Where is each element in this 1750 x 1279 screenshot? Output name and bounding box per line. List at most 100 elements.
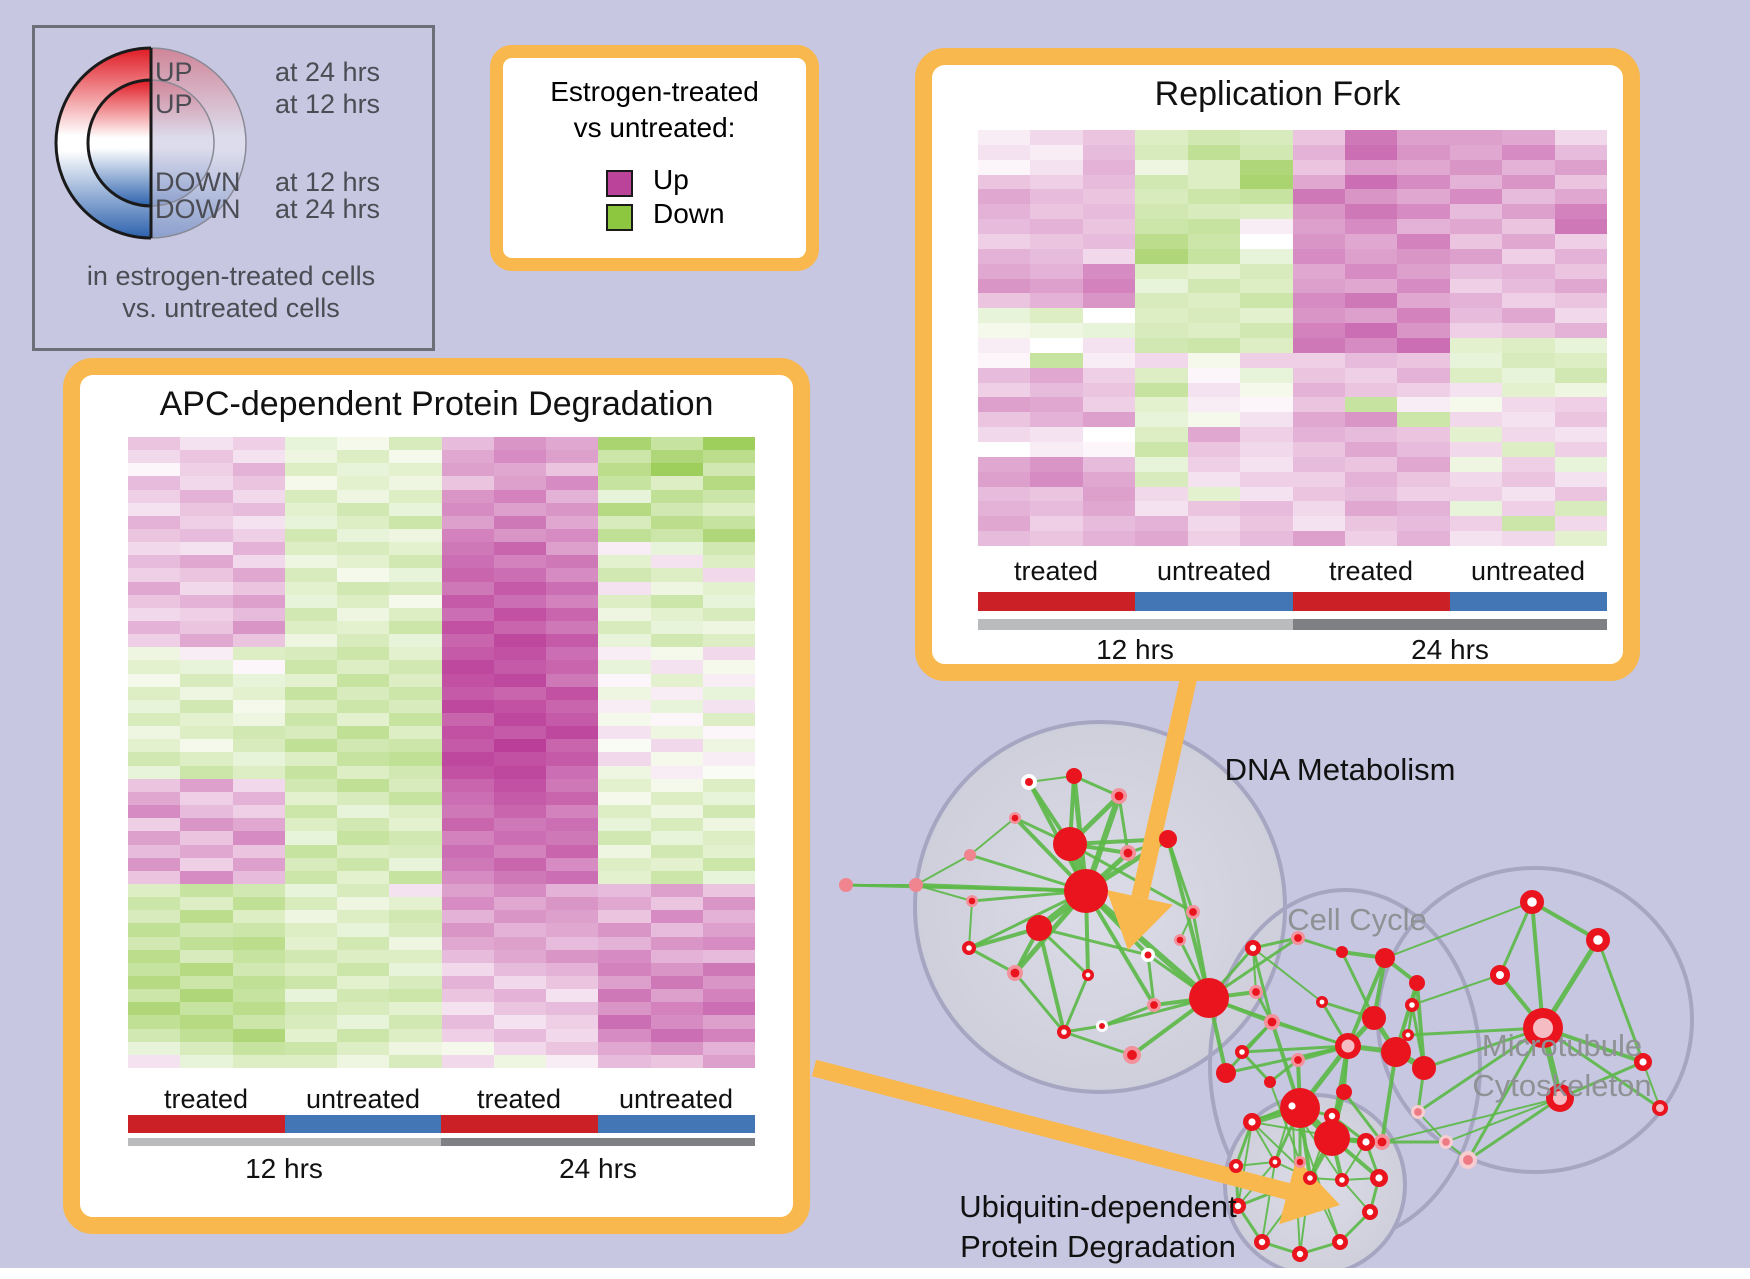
gene-node-donut [1230, 1198, 1247, 1215]
heatmap-cell [493, 752, 546, 766]
gene-node-donut [1292, 1246, 1309, 1263]
heatmap-cell [128, 975, 181, 990]
heatmap-cell [546, 450, 599, 464]
heatmap-cell [441, 515, 494, 530]
heatmap-cell [128, 844, 181, 858]
heatmap-cell [1292, 486, 1345, 502]
heatmap-cell [441, 870, 494, 884]
heatmap-cell [1554, 471, 1607, 487]
heatmap-cell [1240, 412, 1293, 428]
heatmap-cell [650, 975, 703, 990]
heatmap-cell [598, 1041, 651, 1055]
heatmap-cell [128, 949, 181, 963]
gene-node-donut [1269, 1156, 1282, 1169]
gene-node-pale-core [1442, 1138, 1450, 1146]
heatmap-cell [702, 713, 755, 727]
heatmap-cell [978, 516, 1031, 532]
heatmap-cell [232, 726, 285, 740]
down-12-dir: DOWN [155, 167, 240, 197]
heatmap-cell [1502, 174, 1555, 190]
network-edge [1380, 1050, 1398, 1144]
heatmap-cell [128, 476, 181, 490]
heatmap-cell [389, 1028, 442, 1042]
heatmap-cell [441, 437, 494, 451]
network-edge [1415, 981, 1426, 1070]
heatmap-cell [493, 791, 546, 806]
heatmap-cell [1449, 130, 1503, 145]
heatmap-cell [180, 936, 233, 950]
rf-group-label-2: untreated [1156, 556, 1272, 586]
heatmap-cell [128, 923, 181, 937]
heatmap-cell [1292, 337, 1345, 353]
heatmap-cell [702, 910, 755, 924]
heatmap-cell [1135, 308, 1188, 324]
heatmap-cell [1187, 337, 1241, 353]
heatmap-cell [1292, 144, 1345, 160]
heatmap-cell [389, 686, 442, 700]
down-12-time: at 12 hrs [275, 167, 380, 197]
apc-treated-bar-12 [128, 1115, 285, 1133]
heatmap-cell [180, 450, 233, 464]
heatmap-cell [180, 752, 233, 766]
heatmap-cell [1030, 456, 1083, 472]
apc-24hr-bar [441, 1138, 755, 1146]
updown-legend-title-2: vs untreated: [573, 112, 736, 143]
heatmap-cell [232, 923, 285, 937]
heatmap-cell [493, 910, 546, 924]
heatmap-cell [978, 397, 1031, 413]
gene-node-pink-core [1553, 1091, 1567, 1105]
heatmap-cell [1030, 293, 1083, 309]
heatmap-cell [978, 367, 1031, 383]
heatmap-cell [1502, 337, 1555, 353]
heatmap-cell [1554, 441, 1607, 457]
heatmap-cell [1240, 471, 1293, 487]
heatmap-cell [389, 1041, 442, 1055]
heatmap-cell [284, 713, 337, 727]
heatmap-cell [1449, 174, 1503, 190]
heatmap-cell [978, 308, 1031, 324]
gene-node-donut [1402, 1029, 1415, 1042]
heatmap-cell [128, 791, 181, 806]
gene-node-solid [1264, 1076, 1276, 1088]
heatmap-cell [1082, 233, 1136, 249]
heatmap-cell [493, 502, 546, 516]
gene-node-donut [1334, 1172, 1349, 1187]
heatmap-cell [598, 713, 651, 727]
heatmap-cell [1344, 293, 1398, 309]
heatmap-cell [978, 233, 1031, 249]
heatmap-cell [1135, 382, 1188, 398]
heatmap-cell [337, 1041, 390, 1055]
gene-node-donut [1324, 1108, 1341, 1125]
heatmap-cell [1397, 486, 1450, 502]
heatmap-cell [1030, 412, 1083, 428]
heatmap-cell [1449, 427, 1503, 442]
heatmap-cell [389, 844, 442, 858]
heatmap-cell [702, 739, 755, 753]
heatmap-cell [493, 581, 546, 595]
heatmap-cell [1502, 352, 1555, 368]
heatmap-cell [1554, 219, 1607, 234]
heatmap-cell [284, 489, 337, 503]
gene-node-donut [1316, 995, 1329, 1008]
heatmap-cell [1502, 189, 1555, 205]
heatmap-cell [1082, 441, 1136, 457]
heatmap-cell [1502, 308, 1555, 324]
heatmap-cell [1240, 204, 1293, 220]
heatmap-cell [1240, 367, 1293, 383]
heatmap-cell [1135, 323, 1188, 338]
heatmap-cell [546, 647, 599, 661]
heatmap-cell [1187, 233, 1241, 249]
heatmap-cell [1554, 293, 1607, 309]
heatmap-cell [493, 883, 546, 898]
heatmap-cell [1397, 248, 1450, 264]
network-edge [1240, 1044, 1350, 1054]
heatmap-cell [702, 1054, 755, 1068]
gene-node-solid [1381, 1037, 1411, 1067]
heatmap-cell [1397, 144, 1450, 160]
gene-node-donut [1356, 1132, 1375, 1151]
heatmap-cell [598, 594, 651, 608]
heatmap-cell [284, 673, 337, 687]
ubiquitin-label-1: Ubiquitin-dependent [959, 1189, 1237, 1224]
heatmap-cell [1240, 189, 1293, 205]
gene-node-core [1296, 1158, 1304, 1166]
